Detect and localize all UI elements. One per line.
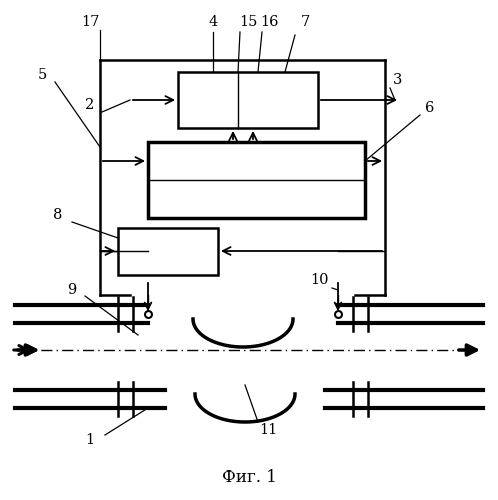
Text: 3: 3 [393,73,403,87]
Text: 1: 1 [86,433,95,447]
Bar [178,72,318,128]
Text: Фиг. 1: Фиг. 1 [222,470,276,486]
Text: 4: 4 [208,15,218,29]
Text: 17: 17 [81,15,99,29]
Text: 7: 7 [300,15,310,29]
Text: 5: 5 [37,68,47,82]
Text: 8: 8 [53,208,63,222]
Text: 11: 11 [259,423,277,437]
Text: 2: 2 [85,98,95,112]
Text: 9: 9 [67,283,77,297]
Text: 15: 15 [239,15,257,29]
Text: 6: 6 [425,101,435,115]
Text: 10: 10 [311,273,329,287]
Bar [118,228,218,275]
Bar [148,142,365,218]
Text: 16: 16 [261,15,279,29]
